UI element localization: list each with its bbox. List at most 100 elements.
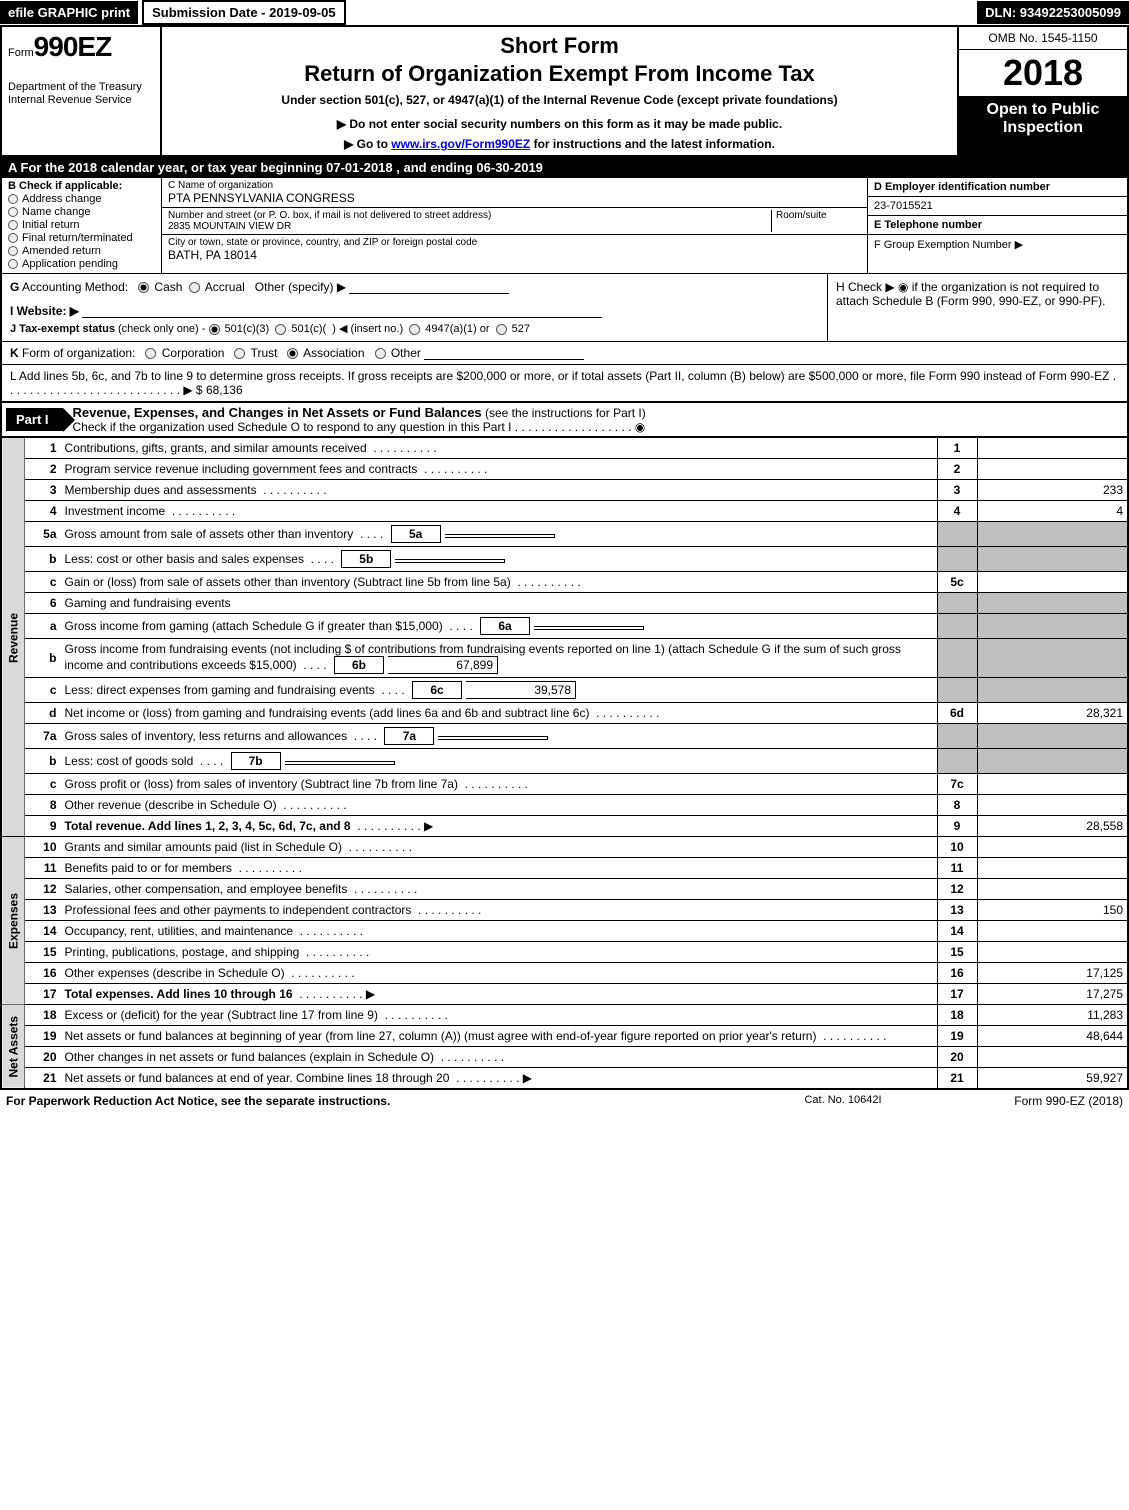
line-index	[937, 522, 977, 547]
line-row: 2Program service revenue including gover…	[2, 459, 1127, 480]
line-value	[977, 459, 1127, 480]
line-row: cGross profit or (loss) from sales of in…	[2, 774, 1127, 795]
line-row: 11Benefits paid to or for members . . . …	[2, 858, 1127, 879]
line-number: 15	[25, 942, 61, 963]
line-number: 5a	[25, 522, 61, 547]
line-row: Expenses10Grants and similar amounts pai…	[2, 837, 1127, 858]
org-city: BATH, PA 18014	[168, 248, 861, 262]
dept-irs: Internal Revenue Service	[8, 94, 154, 107]
b-title: B Check if applicable:	[8, 180, 155, 192]
f-group-exemption: F Group Exemption Number ▶	[868, 235, 1127, 254]
checkbox-icon[interactable]	[8, 233, 18, 243]
submission-date: Submission Date - 2019-09-05	[142, 0, 346, 25]
b-opt: Name change	[22, 206, 91, 218]
line-row: 14Occupancy, rent, utilities, and mainte…	[2, 921, 1127, 942]
checkbox-icon[interactable]	[8, 207, 18, 217]
line-row: aGross income from gaming (attach Schedu…	[2, 614, 1127, 639]
radio-icon[interactable]	[287, 348, 298, 359]
line-value: 48,644	[977, 1026, 1127, 1047]
checkbox-icon[interactable]	[8, 259, 18, 269]
line-description: Less: cost of goods sold . . . . 7b	[61, 749, 938, 774]
ein-value: 23-7015521	[868, 197, 1127, 216]
row-k-org-form: K Form of organization: Corporation Trus…	[2, 342, 1127, 365]
line-description: Program service revenue including govern…	[61, 459, 938, 480]
section-label: Expenses	[2, 837, 25, 1005]
line-row: Revenue1Contributions, gifts, grants, an…	[2, 438, 1127, 459]
l-amount: 68,136	[206, 383, 243, 397]
block-b-c-d: B Check if applicable: Address change Na…	[2, 178, 1127, 274]
goto-line: ▶ Go to www.irs.gov/Form990EZ for instru…	[168, 137, 951, 151]
line-description: Investment income . . . . . . . . . .	[61, 501, 938, 522]
ssn-warning: ▶ Do not enter social security numbers o…	[168, 117, 951, 131]
line-index	[937, 614, 977, 639]
line-description: Gross income from gaming (attach Schedul…	[61, 614, 938, 639]
checkbox-icon[interactable]	[8, 220, 18, 230]
part-1-tab: Part I	[6, 408, 63, 431]
part-1-header: Part I Revenue, Expenses, and Changes in…	[2, 403, 1127, 437]
line-index: 9	[937, 816, 977, 837]
line-value	[977, 593, 1127, 614]
line-value	[977, 547, 1127, 572]
line-row: 16Other expenses (describe in Schedule O…	[2, 963, 1127, 984]
line-number: 3	[25, 480, 61, 501]
line-value: 150	[977, 900, 1127, 921]
line-number: 7a	[25, 724, 61, 749]
radio-icon[interactable]	[275, 324, 286, 335]
j-tax-exempt: J Tax-exempt status (check only one) - 5…	[10, 322, 819, 335]
radio-icon[interactable]	[209, 324, 220, 335]
line-row: cLess: direct expenses from gaming and f…	[2, 678, 1127, 703]
line-index: 16	[937, 963, 977, 984]
line-description: Gross income from fundraising events (no…	[61, 639, 938, 678]
checkbox-icon[interactable]	[8, 246, 18, 256]
line-description: Contributions, gifts, grants, and simila…	[61, 438, 938, 459]
line-row: 7aGross sales of inventory, less returns…	[2, 724, 1127, 749]
radio-icon[interactable]	[145, 348, 156, 359]
line-index	[937, 724, 977, 749]
line-index: 13	[937, 900, 977, 921]
radio-icon[interactable]	[189, 282, 200, 293]
form-title: Return of Organization Exempt From Incom…	[168, 61, 951, 87]
line-description: Salaries, other compensation, and employ…	[61, 879, 938, 900]
i-website: I Website: ▶	[10, 304, 819, 318]
header-right: OMB No. 1545-1150 2018 Open to Public In…	[957, 27, 1127, 155]
line-row: 21Net assets or fund balances at end of …	[2, 1068, 1127, 1089]
h-check-schedule-b: H Check ▶ ◉ if the organization is not r…	[827, 274, 1127, 341]
irs-link[interactable]: www.irs.gov/Form990EZ	[391, 137, 530, 151]
room-suite-label: Room/suite	[771, 210, 861, 232]
b-opt: Amended return	[22, 245, 101, 257]
short-form-label: Short Form	[168, 33, 951, 59]
c-addr-label: Number and street (or P. O. box, if mail…	[168, 210, 771, 221]
line-number: a	[25, 614, 61, 639]
line-number: 13	[25, 900, 61, 921]
radio-icon[interactable]	[234, 348, 245, 359]
efile-label[interactable]: efile GRAPHIC print	[0, 1, 138, 24]
line-number: b	[25, 547, 61, 572]
line-value	[977, 572, 1127, 593]
line-value	[977, 837, 1127, 858]
line-row: 20Other changes in net assets or fund ba…	[2, 1047, 1127, 1068]
radio-icon[interactable]	[138, 282, 149, 293]
row-l-gross-receipts: L Add lines 5b, 6c, and 7b to line 9 to …	[2, 365, 1127, 403]
line-row: 5aGross amount from sale of assets other…	[2, 522, 1127, 547]
radio-icon[interactable]	[409, 324, 420, 335]
line-number: d	[25, 703, 61, 724]
form-version: Form 990-EZ (2018)	[943, 1094, 1123, 1108]
line-value	[977, 921, 1127, 942]
line-value	[977, 774, 1127, 795]
top-bar: efile GRAPHIC print Submission Date - 20…	[0, 0, 1129, 25]
line-number: c	[25, 572, 61, 593]
line-index: 8	[937, 795, 977, 816]
line-number: 16	[25, 963, 61, 984]
radio-icon[interactable]	[375, 348, 386, 359]
c-name-label: C Name of organization	[168, 180, 861, 191]
part-1-check: Check if the organization used Schedule …	[73, 420, 646, 434]
line-index: 2	[937, 459, 977, 480]
line-index: 6d	[937, 703, 977, 724]
line-number: 4	[25, 501, 61, 522]
checkbox-icon[interactable]	[8, 194, 18, 204]
line-number: 12	[25, 879, 61, 900]
b-opt: Address change	[22, 193, 102, 205]
col-c-org: C Name of organization PTA PENNSYLVANIA …	[162, 178, 867, 273]
radio-icon[interactable]	[496, 324, 507, 335]
line-description: Excess or (deficit) for the year (Subtra…	[61, 1005, 938, 1026]
